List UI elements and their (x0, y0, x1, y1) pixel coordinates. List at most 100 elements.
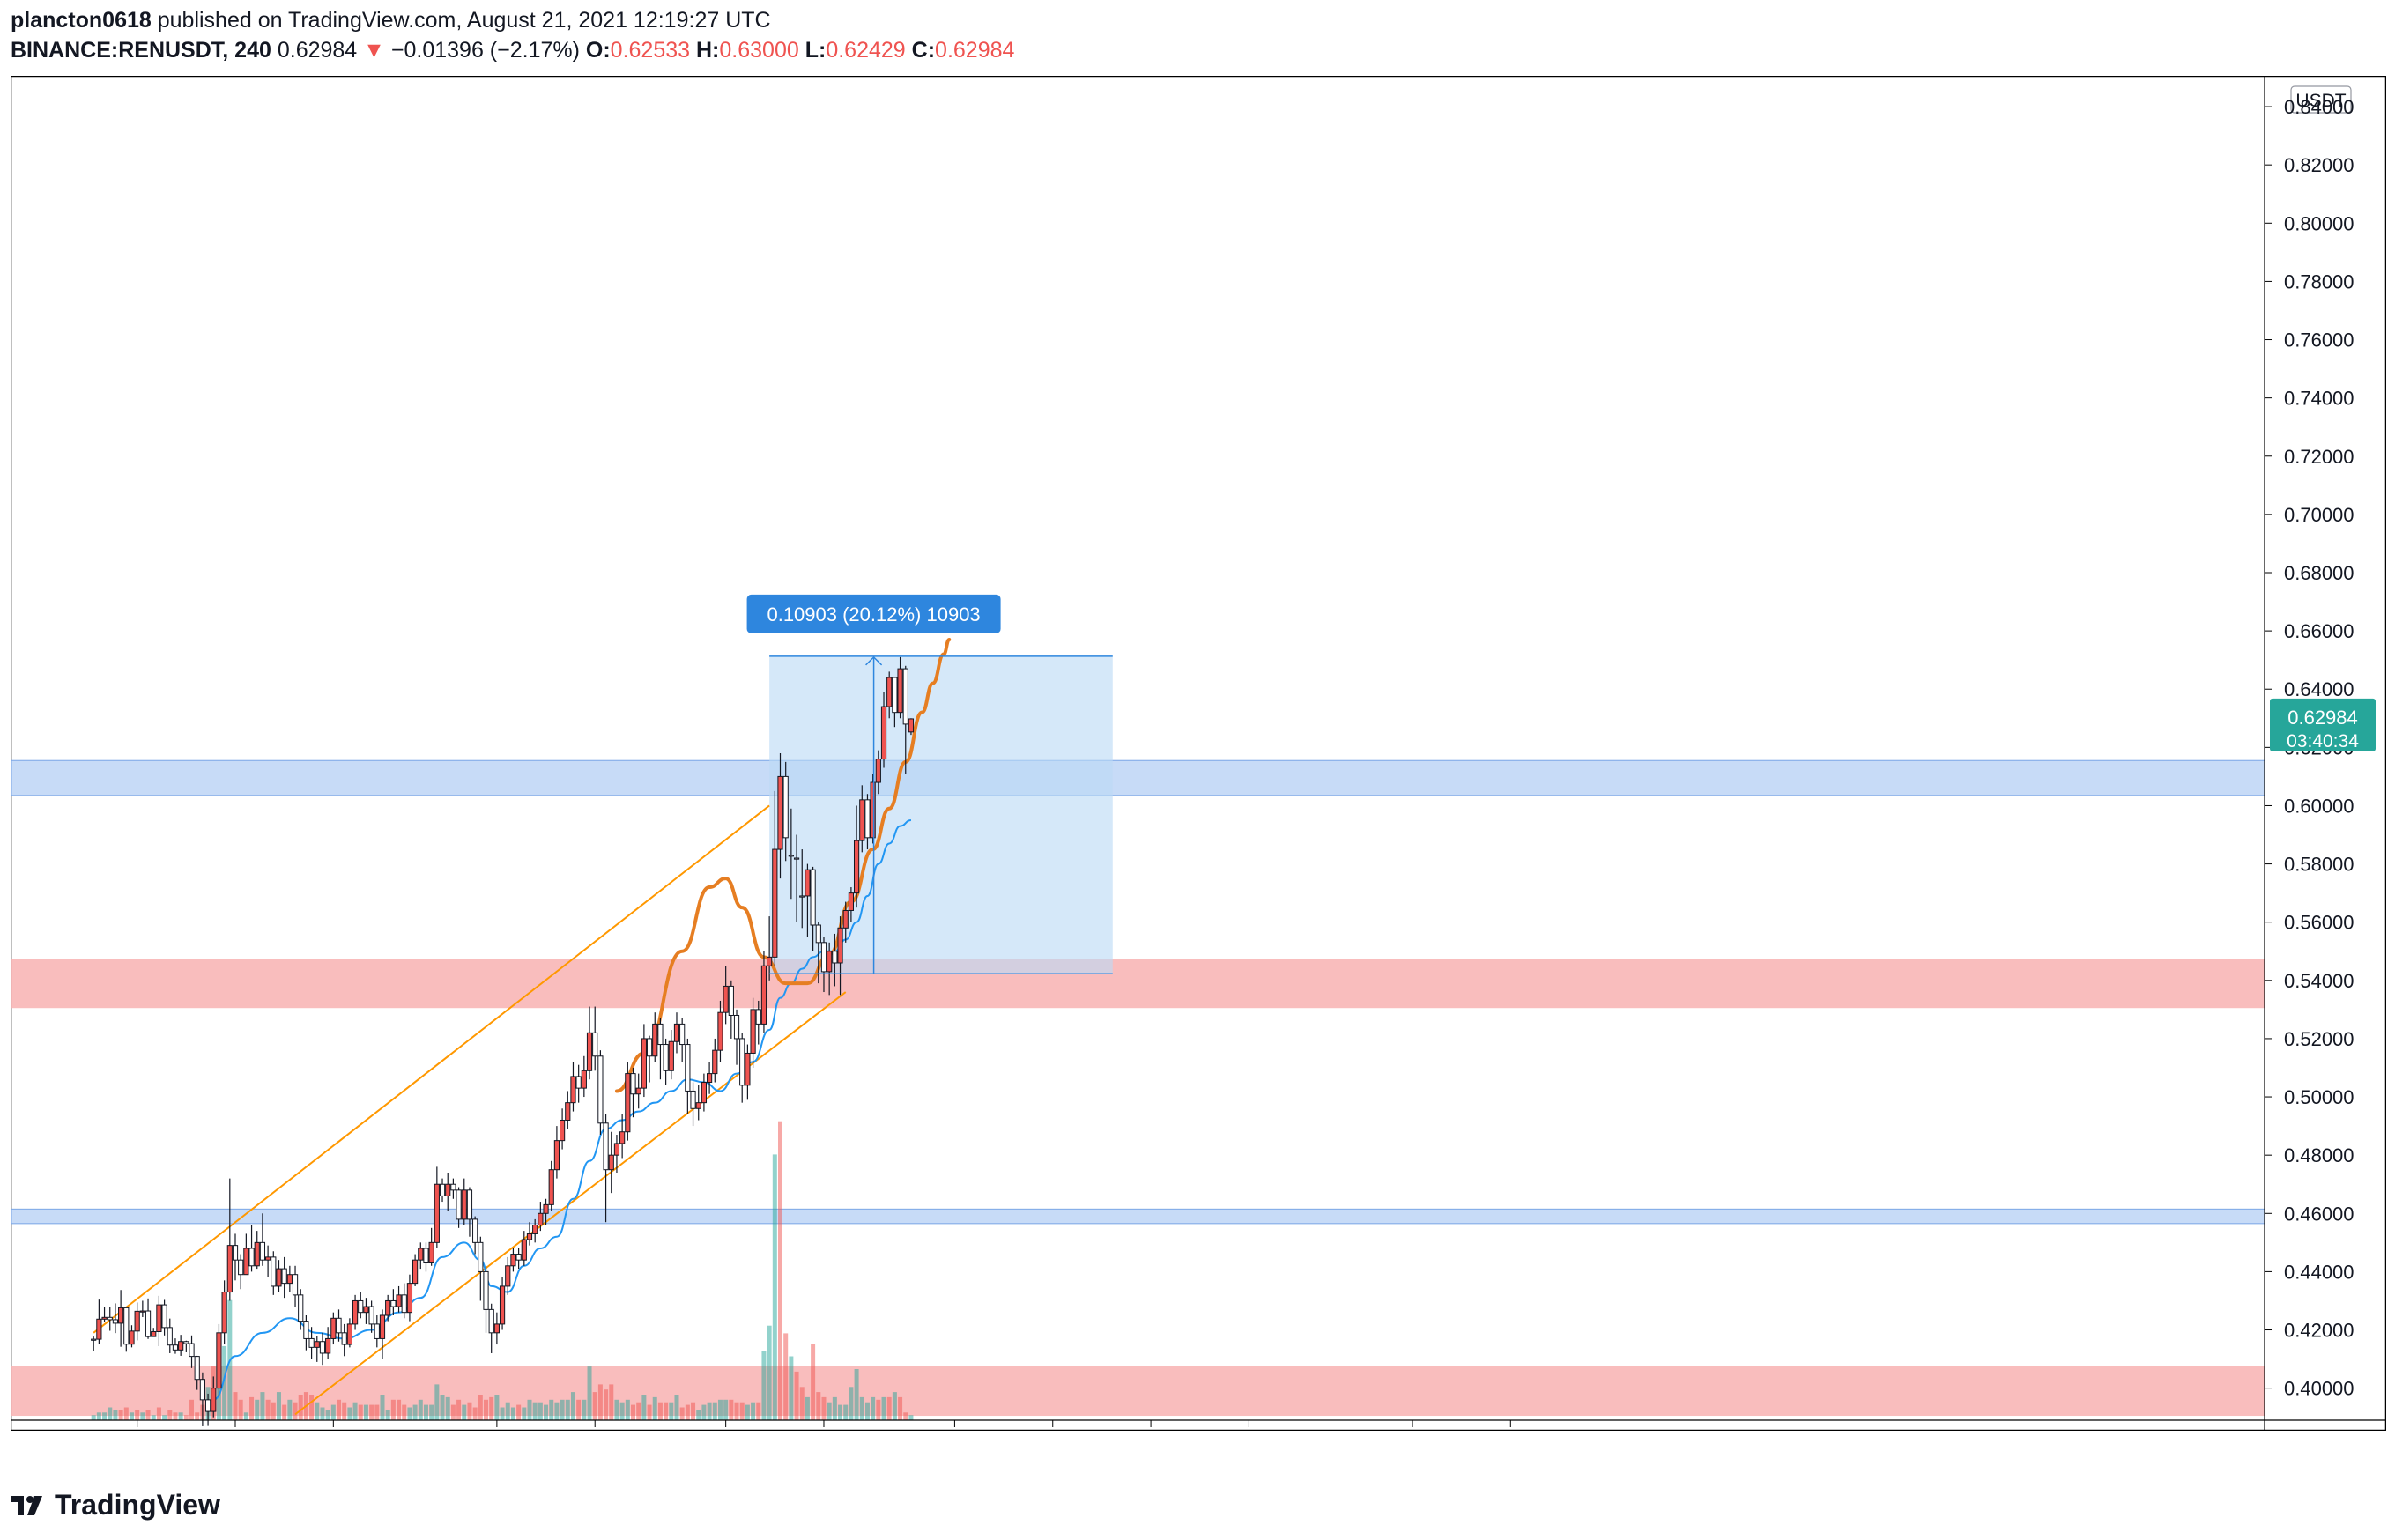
volume-bar (423, 1404, 428, 1420)
price-tick-label: 0.68000 (2284, 562, 2354, 584)
candle-down (760, 965, 767, 1025)
channel-trendline[interactable] (93, 804, 770, 1334)
candle-down (265, 1256, 271, 1261)
candle-down (434, 1183, 440, 1243)
currency-badge[interactable] (2290, 85, 2352, 114)
candle-up (864, 799, 871, 839)
time-tick-label: 4 (328, 1427, 338, 1431)
volume-bar (898, 1396, 903, 1420)
candle-up (167, 1327, 173, 1346)
support-zone[interactable] (11, 1366, 2265, 1417)
price-tick-label: 0.80000 (2284, 212, 2354, 234)
candle-up (483, 1270, 489, 1310)
volume-bar (761, 1351, 767, 1420)
time-tick-label: Aug (217, 1427, 255, 1431)
volume-bar (587, 1366, 592, 1420)
candle-down (581, 1070, 587, 1089)
volume-bar (636, 1402, 641, 1420)
candle-down (118, 1307, 124, 1324)
volume-bar (450, 1404, 456, 1420)
published-text: published on TradingView.com, August 21,… (157, 8, 771, 33)
candle-down (330, 1317, 337, 1339)
candle-up (336, 1317, 342, 1334)
candle-down (314, 1341, 320, 1348)
volume-bar (859, 1396, 864, 1420)
volume-bar (669, 1402, 674, 1420)
publisher-name[interactable]: plancton0618 (11, 8, 152, 33)
volume-bar (821, 1396, 827, 1420)
candle-down (461, 1189, 467, 1220)
candle-up (183, 1341, 189, 1344)
volume-bar (871, 1396, 876, 1420)
resistance-zone[interactable] (11, 1208, 2265, 1225)
candle-up (298, 1294, 304, 1322)
volume-bar (173, 1412, 178, 1420)
volume-bar (233, 1392, 238, 1420)
volume-bar (756, 1402, 761, 1420)
candle-down (706, 1073, 713, 1084)
candle-down (767, 956, 773, 966)
volume-bar (772, 1154, 777, 1420)
measure-box[interactable] (769, 655, 1113, 974)
volume-bar (827, 1402, 832, 1420)
price-tick-label: 0.54000 (2284, 970, 2354, 992)
candle-up (450, 1183, 456, 1191)
volume-bar (619, 1402, 625, 1420)
measure-overlay: 0.10903 (20.12%) 10903 (746, 594, 1113, 974)
projection-path[interactable] (614, 638, 952, 1093)
time-tick-label: 6 (1407, 1427, 1418, 1431)
candle-down (842, 909, 849, 929)
support-zone[interactable] (11, 959, 2265, 1009)
volume-bar (832, 1396, 837, 1420)
time-tick-label: 19 (813, 1427, 834, 1431)
price-range-box[interactable] (769, 655, 1113, 974)
publish-info: plancton0618 published on TradingView.co… (11, 5, 1014, 35)
volume-bar (805, 1396, 810, 1420)
volume-bar (778, 1121, 782, 1420)
candle-down (553, 1140, 560, 1171)
footer-logo[interactable]: TradingView (11, 1489, 220, 1521)
candle-down (875, 759, 881, 783)
candle-up (259, 1241, 266, 1261)
candle-up (799, 895, 805, 898)
price-tick-label: 0.82000 (2284, 154, 2354, 176)
volume-bar (582, 1399, 587, 1420)
volume-bar (849, 1387, 854, 1420)
candle-down (548, 1169, 554, 1205)
volume-bar (140, 1412, 145, 1420)
candle-up (401, 1294, 407, 1314)
volume-bar (767, 1325, 772, 1420)
volume-bar (315, 1402, 320, 1420)
volume-bar (402, 1404, 407, 1420)
volume-bar (908, 1415, 914, 1420)
volume-bar (249, 1396, 255, 1420)
price-tick-label: 0.76000 (2284, 329, 2354, 352)
volume-bar (407, 1407, 412, 1420)
volume-bar (510, 1407, 515, 1420)
volume-bar (647, 1404, 652, 1420)
candle-up (199, 1379, 205, 1401)
volume-bar (892, 1392, 897, 1420)
volume-bar (614, 1399, 619, 1420)
chart-frame[interactable]: 0.10903 (20.12%) 10903 USDT 0.84000 0.8200… (10, 75, 2387, 1449)
candle-up (123, 1307, 130, 1345)
candle-up (194, 1356, 200, 1381)
candle-down (723, 985, 729, 1013)
resistance-zone[interactable] (11, 759, 2265, 796)
candle-down (211, 1388, 217, 1412)
candle-down (613, 1143, 620, 1156)
volume-bar (456, 1399, 462, 1420)
volume-bar (462, 1404, 467, 1420)
candle-down (499, 1285, 506, 1325)
candle-down (652, 1023, 658, 1057)
volume-bar (876, 1399, 881, 1420)
candle-down (701, 1082, 708, 1104)
symbol-label[interactable]: BINANCE:RENUSDT, 240 (11, 38, 271, 63)
candle-down (216, 1332, 222, 1389)
volume-bar (397, 1399, 402, 1420)
last-price-label: 0.62984 (2287, 707, 2358, 729)
candle-down (625, 1073, 631, 1133)
price-tick-label: 0.60000 (2284, 795, 2354, 817)
